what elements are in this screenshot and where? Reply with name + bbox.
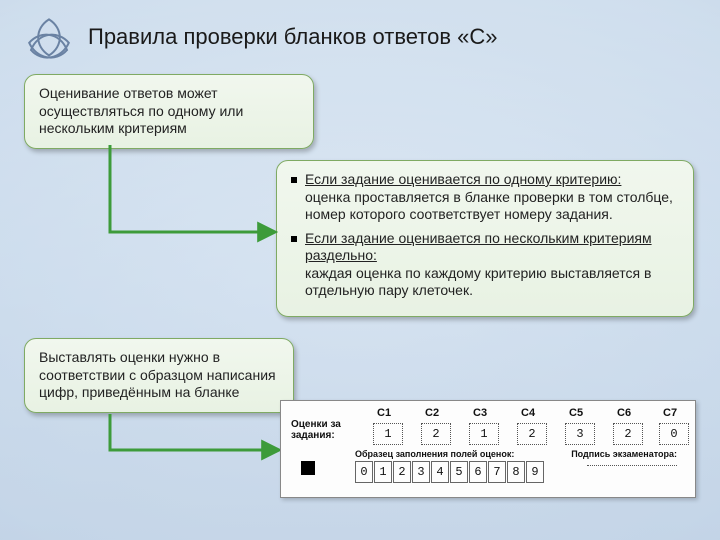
digit-sample: 7 [488, 461, 506, 483]
info-box-sample-text: Выставлять оценки нужно в соответствии с… [39, 349, 276, 400]
score-cell: 3 [565, 423, 595, 445]
digit-sample: 6 [469, 461, 487, 483]
signature-label: Подпись экзаменатора: [571, 449, 677, 459]
celtic-knot-icon [22, 14, 76, 68]
rule-body: оценка проставляется в бланке проверки в… [305, 189, 673, 223]
score-cell: 2 [421, 423, 451, 445]
score-cell: 2 [517, 423, 547, 445]
digit-sample: 1 [374, 461, 392, 483]
blank-sample: Оценки за задания: С1 1 С2 2 С3 1 С4 2 С5 3 С6 2 С7 0… [280, 400, 696, 498]
digit-sample: 3 [412, 461, 430, 483]
info-box-rules: Если задание оценивается по одному крите… [276, 160, 694, 317]
column-header: С1 [377, 407, 391, 419]
digit-sample: 2 [393, 461, 411, 483]
signature-line [587, 465, 677, 466]
info-box-criteria-text: Оценивание ответов может осуществляться … [39, 85, 243, 136]
score-cell: 2 [613, 423, 643, 445]
score-cell: 1 [469, 423, 499, 445]
score-cell: 1 [373, 423, 403, 445]
rule-body: каждая оценка по каждому критерию выстав… [305, 265, 651, 299]
info-box-sample: Выставлять оценки нужно в соответствии с… [24, 338, 294, 413]
column-header: С7 [663, 407, 677, 419]
digit-strip: 0123456789 [355, 461, 545, 483]
page-title: Правила проверки бланков ответов «С» [88, 24, 498, 50]
sample-caption: Образец заполнения полей оценок: [355, 449, 514, 459]
rule-title: Если задание оценивается по одному крите… [305, 171, 621, 187]
column-header: С5 [569, 407, 583, 419]
digit-sample: 4 [431, 461, 449, 483]
digit-sample: 9 [526, 461, 544, 483]
black-marker-icon [301, 461, 315, 475]
rule-item: Если задание оценивается по одному крите… [291, 171, 679, 224]
rule-item: Если задание оценивается по нескольким к… [291, 230, 679, 300]
column-header: С3 [473, 407, 487, 419]
rules-list: Если задание оценивается по одному крите… [291, 171, 679, 300]
column-header: С4 [521, 407, 535, 419]
rule-title: Если задание оценивается по нескольким к… [305, 230, 652, 264]
digit-sample: 8 [507, 461, 525, 483]
info-box-criteria: Оценивание ответов может осуществляться … [24, 74, 314, 149]
blank-label: Оценки за задания: [291, 419, 347, 441]
score-cell: 0 [659, 423, 689, 445]
digit-sample: 5 [450, 461, 468, 483]
digit-sample: 0 [355, 461, 373, 483]
column-header: С6 [617, 407, 631, 419]
column-header: С2 [425, 407, 439, 419]
